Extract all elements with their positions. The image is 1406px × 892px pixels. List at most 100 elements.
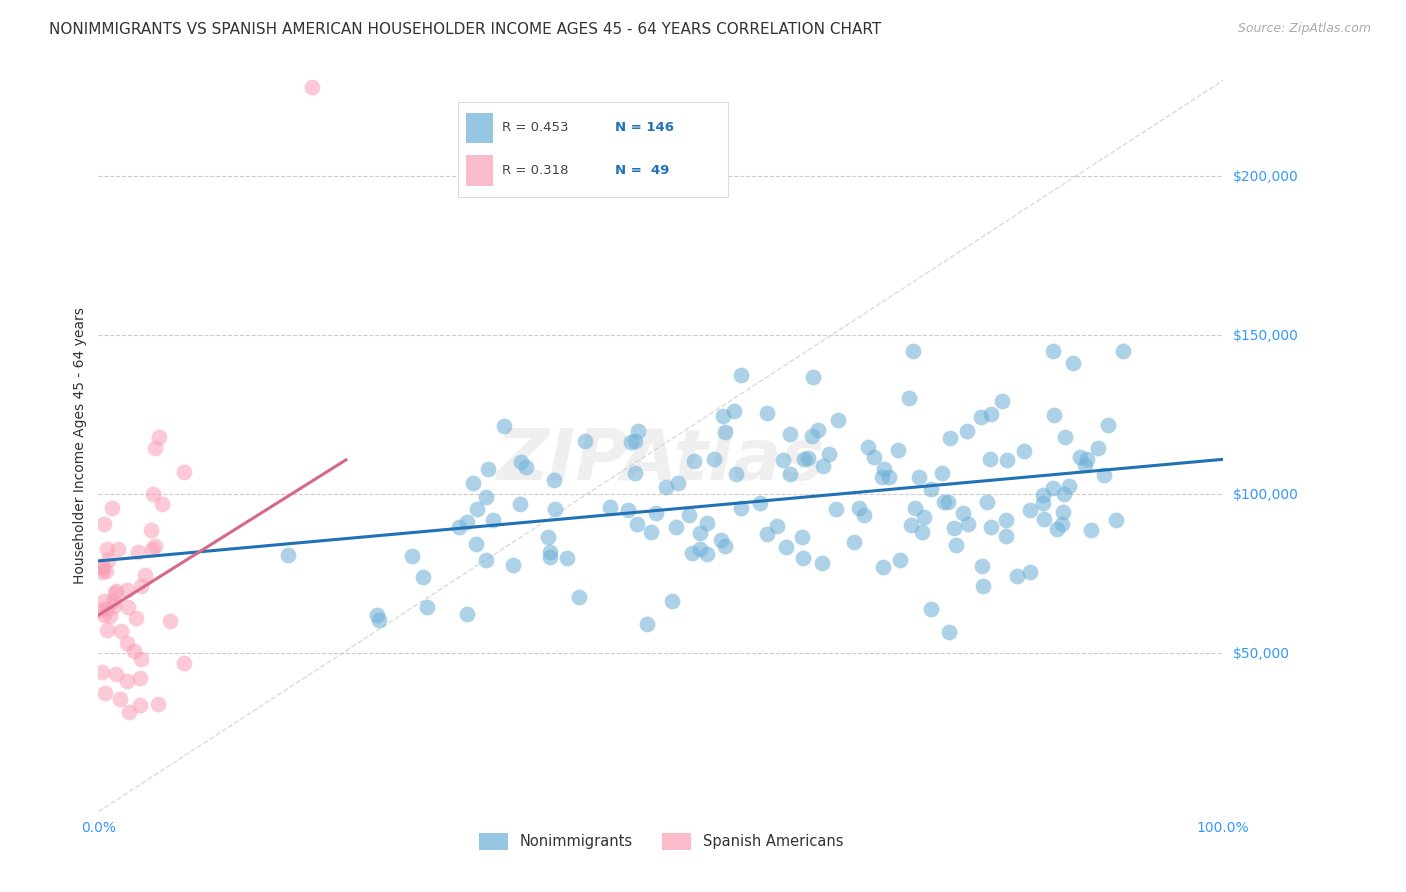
Point [872, 559, 894, 574]
Point [980, 407, 1002, 421]
Point [873, 462, 896, 476]
Point [755, 526, 778, 541]
Point [301, 79, 323, 94]
Point [1052, 505, 1074, 519]
Point [122, 644, 145, 658]
Point [538, 545, 561, 559]
Point [730, 368, 752, 382]
Point [108, 692, 131, 706]
Point [173, 465, 195, 479]
Point [703, 452, 725, 467]
Point [105, 584, 128, 599]
Point [456, 515, 478, 529]
Point [475, 490, 498, 504]
Point [779, 467, 801, 482]
Point [555, 551, 578, 566]
Point [1018, 565, 1040, 579]
Point [456, 607, 478, 622]
Point [103, 594, 125, 608]
Point [818, 447, 841, 461]
Point [118, 705, 141, 719]
Point [956, 424, 979, 438]
Point [792, 530, 814, 544]
Point [661, 594, 683, 608]
Point [678, 508, 700, 522]
Point [96, 542, 118, 557]
Text: ZIPAtlas: ZIPAtlas [496, 426, 825, 495]
Point [1053, 487, 1076, 501]
Point [93, 516, 115, 531]
Text: Source: ZipAtlas.com: Source: ZipAtlas.com [1237, 22, 1371, 36]
Point [107, 542, 129, 557]
Point [464, 537, 486, 551]
Point [93, 593, 115, 607]
Point [972, 579, 994, 593]
Point [856, 440, 879, 454]
Point [848, 501, 870, 516]
Point [627, 424, 650, 438]
Point [624, 434, 647, 448]
Point [90, 603, 112, 617]
Point [477, 462, 499, 476]
Point [128, 671, 150, 685]
Point [494, 419, 516, 434]
Point [129, 698, 152, 713]
Point [907, 470, 929, 484]
Point [366, 608, 388, 623]
Point [115, 583, 138, 598]
Point [91, 561, 114, 575]
Point [920, 482, 942, 496]
Point [1018, 503, 1040, 517]
Point [401, 549, 423, 563]
Point [825, 502, 848, 516]
Point [756, 406, 779, 420]
Point [801, 370, 824, 384]
Point [779, 427, 801, 442]
Point [543, 473, 565, 487]
Point [148, 430, 170, 444]
Point [945, 538, 967, 552]
Point [640, 525, 662, 540]
Point [775, 540, 797, 554]
Point [143, 540, 166, 554]
Point [665, 520, 688, 534]
Point [568, 590, 591, 604]
Point [710, 533, 733, 548]
Point [827, 413, 849, 427]
Y-axis label: Householder Income Ages 45 - 64 years: Householder Income Ages 45 - 64 years [73, 308, 87, 584]
Point [150, 497, 173, 511]
Point [105, 667, 128, 681]
Point [98, 609, 121, 624]
Point [90, 665, 112, 679]
Point [683, 454, 706, 468]
Legend: Nonimmigrants, Spanish Americans: Nonimmigrants, Spanish Americans [472, 827, 849, 855]
Point [510, 455, 533, 469]
Point [903, 343, 925, 358]
Point [1012, 443, 1035, 458]
Point [1074, 458, 1097, 473]
Point [711, 409, 734, 423]
Point [807, 424, 830, 438]
Point [766, 519, 789, 533]
Point [1062, 356, 1084, 370]
Point [995, 452, 1018, 467]
Point [1054, 430, 1077, 444]
Point [952, 507, 974, 521]
Point [1112, 343, 1135, 358]
Point [792, 551, 814, 566]
Point [689, 541, 711, 556]
Point [1069, 450, 1091, 465]
Point [1080, 523, 1102, 537]
Point [449, 520, 471, 534]
Point [96, 564, 118, 578]
Point [991, 394, 1014, 409]
Point [938, 431, 960, 445]
Point [143, 441, 166, 455]
Point [115, 673, 138, 688]
Point [877, 470, 900, 484]
Point [730, 500, 752, 515]
Point [1032, 488, 1054, 502]
Point [104, 586, 127, 600]
Point [636, 617, 658, 632]
Point [887, 442, 910, 457]
